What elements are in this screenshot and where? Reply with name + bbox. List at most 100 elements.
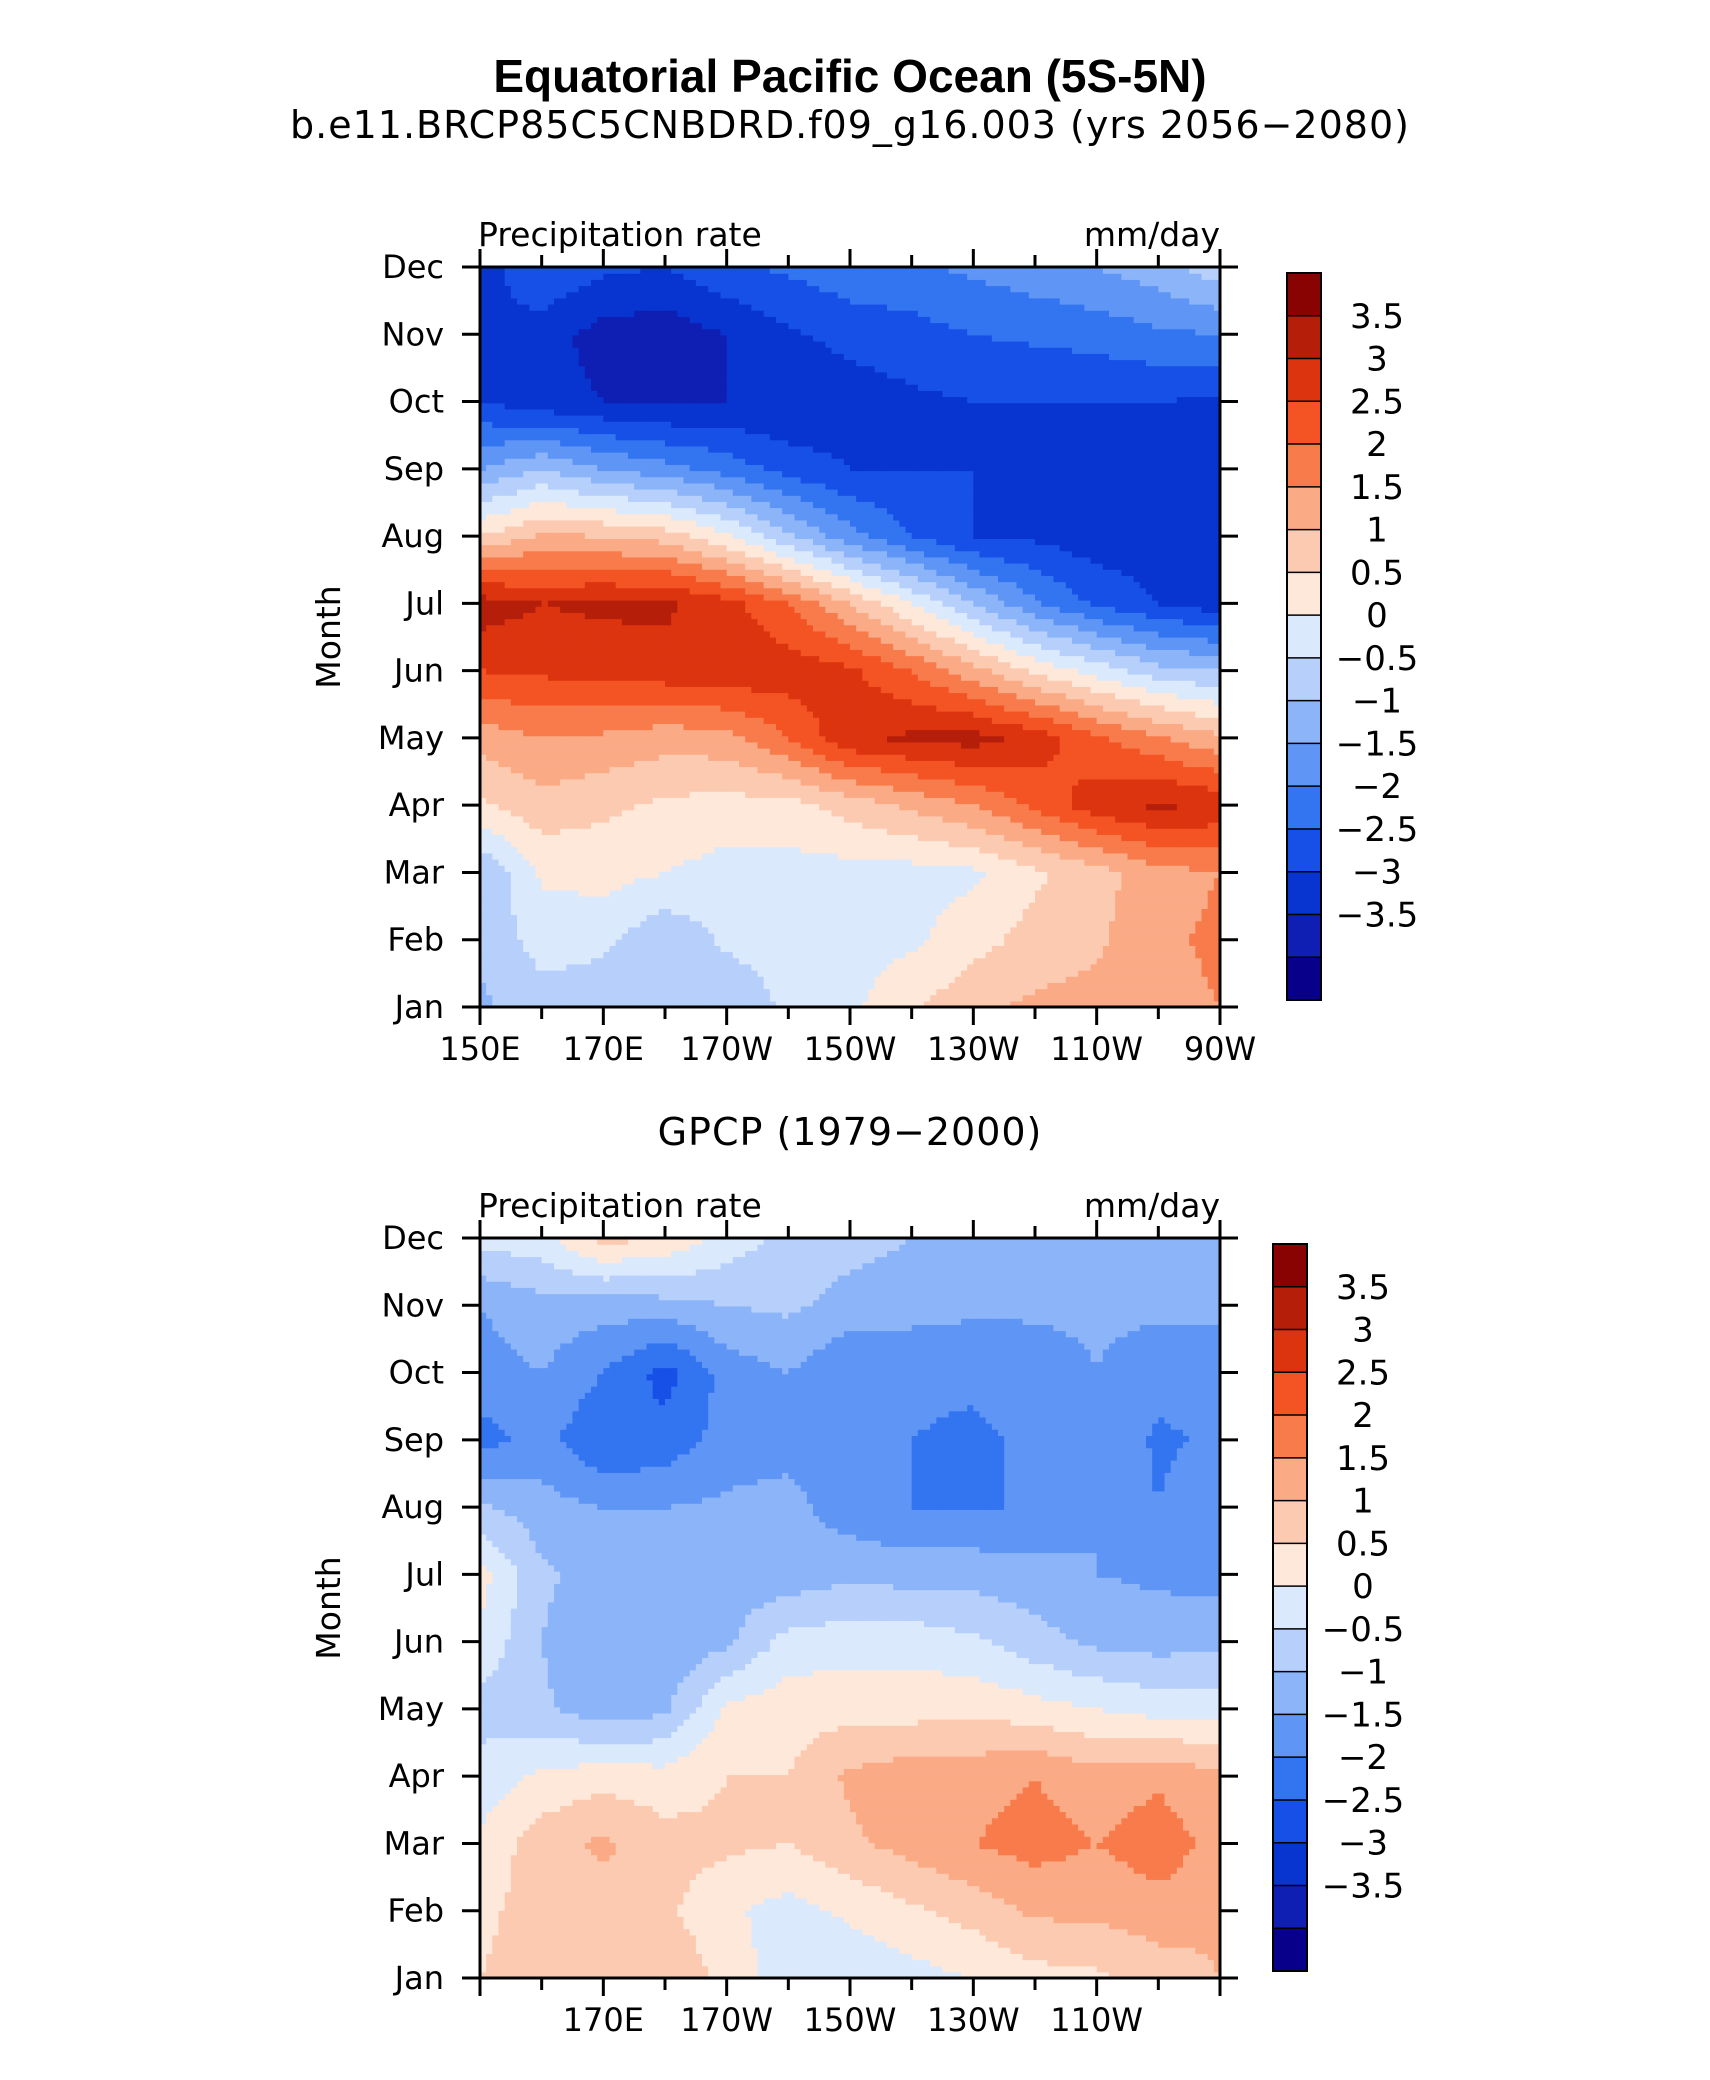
contour-cell	[1060, 884, 1067, 891]
contour-cell	[819, 939, 826, 946]
contour-cell	[1004, 976, 1011, 983]
contour-cell	[899, 878, 906, 885]
contour-cell	[579, 921, 586, 928]
contour-cell	[1146, 828, 1153, 835]
contour-cell	[573, 816, 580, 823]
contour-cell	[1097, 816, 1104, 823]
contour-cell	[887, 767, 894, 774]
contour-cell	[1165, 773, 1172, 780]
contour-cell	[554, 933, 561, 940]
contour-cell	[554, 976, 561, 983]
contour-cell	[899, 908, 906, 915]
contour-cell	[1115, 964, 1122, 971]
contour-cell	[819, 878, 826, 885]
contour-cell	[1029, 958, 1036, 965]
contour-cell	[1060, 958, 1067, 965]
contour-cell	[1171, 834, 1178, 841]
contour-cell	[665, 958, 672, 965]
contour-cell	[758, 958, 765, 965]
contour-cell	[677, 760, 684, 767]
contour-cell	[647, 816, 654, 823]
contour-cell	[1041, 884, 1048, 891]
contour-cell	[1134, 797, 1141, 804]
contour-cell	[665, 810, 672, 817]
contour-cell	[677, 878, 684, 885]
contour-cell	[1183, 915, 1190, 922]
contour-cell	[1097, 884, 1104, 891]
contour-cell	[1054, 816, 1061, 823]
contour-cell	[875, 754, 882, 761]
contour-cell	[844, 754, 851, 761]
contour-cell	[684, 976, 691, 983]
contour-cell	[492, 810, 499, 817]
contour-cell	[856, 822, 863, 829]
contour-cell	[671, 939, 678, 946]
contour-cell	[486, 890, 493, 897]
contour-cell	[702, 927, 709, 934]
contour-cell	[949, 760, 956, 767]
contour-cell	[764, 871, 771, 878]
contour-cell	[986, 779, 993, 786]
contour-cell	[936, 890, 943, 897]
contour-cell	[702, 816, 709, 823]
contour-cell	[1177, 804, 1184, 811]
contour-cell	[844, 896, 851, 903]
contour-cell	[492, 995, 499, 1002]
contour-cell	[912, 878, 919, 885]
contour-cell	[640, 890, 647, 897]
contour-cell	[1091, 958, 1098, 965]
contour-cell	[1066, 847, 1073, 854]
contour-cell	[1140, 896, 1147, 903]
contour-cell	[850, 958, 857, 965]
contour-cell	[776, 915, 783, 922]
contour-cell	[1152, 767, 1159, 774]
contour-cell	[542, 915, 549, 922]
contour-cell	[542, 773, 549, 780]
contour-cell	[1010, 878, 1017, 885]
contour-cell	[536, 989, 543, 996]
contour-cell	[721, 878, 728, 885]
contour-cell	[764, 853, 771, 860]
contour-cell	[665, 791, 672, 798]
contour-cell	[560, 958, 567, 965]
contour-cell	[499, 822, 506, 829]
contour-cell	[776, 871, 783, 878]
contour-cell	[610, 958, 617, 965]
contour-cell	[517, 760, 524, 767]
contour-cell	[801, 834, 808, 841]
contour-cell	[628, 754, 635, 761]
contour-cell	[622, 915, 629, 922]
contour-cell	[906, 896, 913, 903]
contour-cell	[819, 834, 826, 841]
contour-cell	[1202, 884, 1209, 891]
contour-cell	[1091, 976, 1098, 983]
contour-cell	[684, 767, 691, 774]
contour-cell	[566, 976, 573, 983]
contour-cell	[529, 908, 536, 915]
contour-cell	[517, 804, 524, 811]
contour-cell	[647, 810, 654, 817]
contour-cell	[936, 945, 943, 952]
contour-cell	[893, 964, 900, 971]
contour-cell	[665, 995, 672, 1002]
contour-cell	[782, 927, 789, 934]
contour-cell	[548, 915, 555, 922]
contour-cell	[918, 865, 925, 872]
contour-cell	[1183, 804, 1190, 811]
contour-cell	[1171, 915, 1178, 922]
contour-cell	[708, 822, 715, 829]
contour-cell	[788, 791, 795, 798]
contour-cell	[1121, 964, 1128, 971]
contour-cell	[721, 841, 728, 848]
contour-cell	[671, 896, 678, 903]
contour-cell	[986, 810, 993, 817]
contour-cell	[1202, 810, 1209, 817]
contour-cell	[764, 834, 771, 841]
contour-cell	[579, 834, 586, 841]
contour-cell	[579, 785, 586, 792]
contour-cell	[1097, 773, 1104, 780]
contour-cell	[1017, 828, 1024, 835]
contour-cell	[486, 908, 493, 915]
contour-cell	[758, 847, 765, 854]
contour-cell	[1103, 773, 1110, 780]
